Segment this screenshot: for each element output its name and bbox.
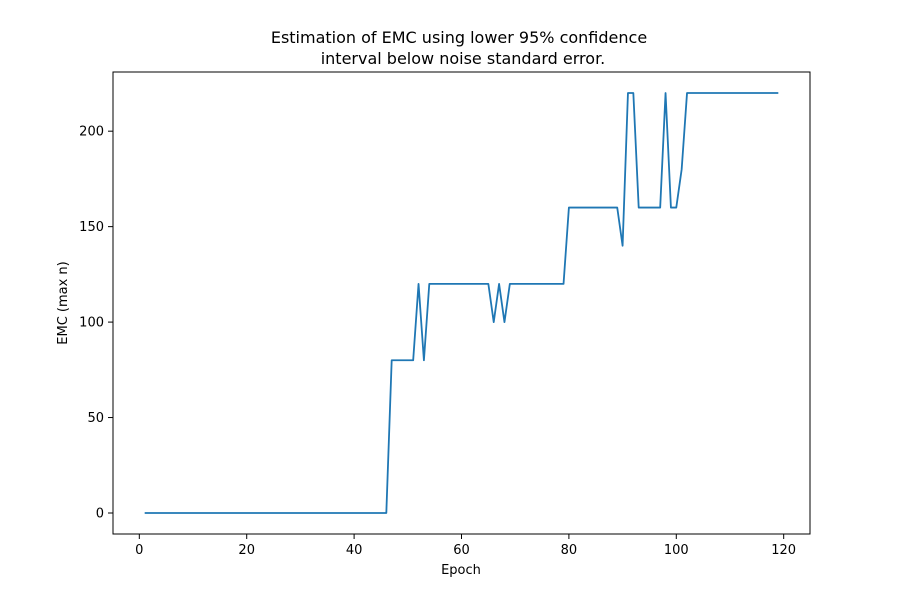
chart-title: Estimation of EMC using lower 95% confid… [271,28,647,68]
plot-frame [112,71,811,535]
y-axis-label: EMC (max n) [56,261,71,344]
y-tick-label: 100 [79,316,104,331]
x-tick-label: 100 [664,543,689,558]
x-tick-label: 20 [238,543,255,558]
x-tick-label: 60 [453,543,470,558]
x-tick-label: 120 [771,543,796,558]
chart-title-line-1: Estimation of EMC using lower 95% confid… [271,28,647,47]
y-tick-label: 150 [79,220,104,235]
plot-area [144,92,779,514]
series-line [144,92,779,514]
x-tick-label: 40 [346,543,363,558]
x-tick-label: 80 [561,543,578,558]
y-tick-label: 0 [96,507,104,522]
y-axis: 0 50 100 150 200 [79,125,113,522]
chart-title-line-2: interval below noise standard error. [321,49,606,68]
x-axis: 0 20 40 60 80 100 120 [135,534,796,558]
x-tick-label: 0 [135,543,143,558]
x-axis-label: Epoch [441,563,481,578]
y-tick-label: 200 [79,125,104,140]
y-tick-label: 50 [87,411,104,426]
